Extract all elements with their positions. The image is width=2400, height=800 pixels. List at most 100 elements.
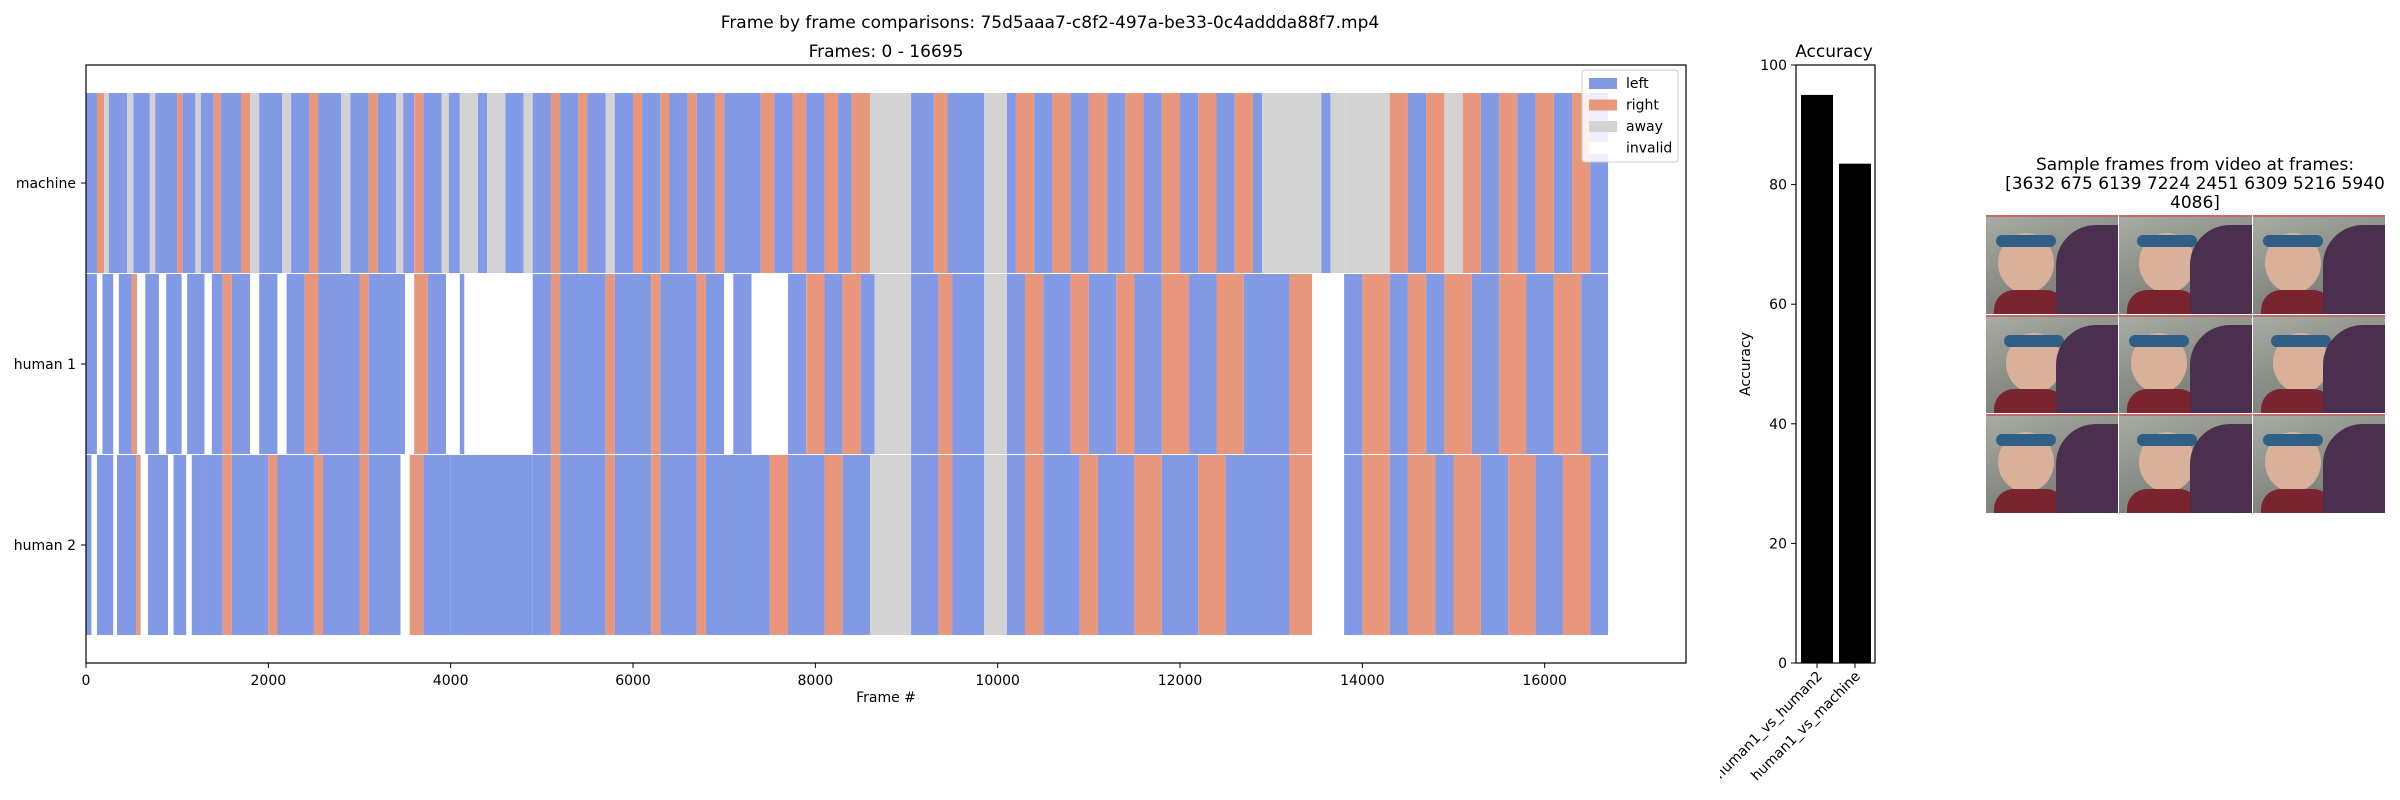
segment-machine-left xyxy=(724,93,761,273)
segment-human-2-right xyxy=(824,455,843,635)
x-tick-label: 12000 xyxy=(1158,673,1203,689)
segment-machine-left xyxy=(200,93,214,273)
segment-human-1-right xyxy=(696,274,706,454)
sample-frame-thumbnail xyxy=(2119,314,2252,414)
segment-human-1-right xyxy=(1161,274,1190,454)
segment-human-2-right xyxy=(359,455,369,635)
segment-human-2-right xyxy=(605,455,615,635)
timeline-title: Frames: 0 - 16695 xyxy=(808,42,964,62)
sample-frames-title-line1: Sample frames from video at frames: xyxy=(2035,155,2355,175)
segment-machine-left xyxy=(1180,93,1199,273)
segment-human-1-invalid xyxy=(158,274,167,454)
segment-machine-left xyxy=(318,93,342,273)
segment-human-1-left xyxy=(286,274,305,454)
segment-machine-away xyxy=(1262,93,1322,273)
segment-human-2-right xyxy=(1079,455,1098,635)
segment-machine-right xyxy=(1088,93,1108,273)
segment-human-1-invalid xyxy=(405,274,415,454)
segment-human-1-left xyxy=(1426,274,1445,454)
timeline-chart: machine human 1 human 2 0 2000 4000 6000 8000 10… xyxy=(14,64,1687,706)
segment-human-1-invalid xyxy=(250,274,260,454)
segment-machine-away xyxy=(441,93,449,273)
segment-human-1-left xyxy=(102,274,114,454)
segment-human-1-left xyxy=(259,274,278,454)
segment-human-2-left xyxy=(532,455,551,635)
segment-machine-left xyxy=(133,93,150,273)
sample-frame-thumbnail xyxy=(2252,314,2385,414)
segment-human-1-invalid xyxy=(446,274,460,454)
segment-human-2-left xyxy=(231,455,269,635)
x-tick-label: 14000 xyxy=(1340,673,1385,689)
segment-human-1-left xyxy=(860,274,875,454)
segment-machine-right xyxy=(1052,93,1071,273)
segment-human-2-left xyxy=(787,455,825,635)
segment-human-2-right xyxy=(222,455,232,635)
segment-human-2-right xyxy=(1134,455,1162,635)
segment-human-2-left xyxy=(173,455,187,635)
segment-human-2-left xyxy=(323,455,360,635)
segment-human-1-right xyxy=(359,274,369,454)
segment-machine-away xyxy=(870,93,912,273)
segment-machine-left xyxy=(560,93,579,273)
segment-machine-left xyxy=(532,93,551,273)
segment-human-2-right xyxy=(550,455,561,635)
segment-human-2-left xyxy=(1435,455,1454,635)
segment-human-2-left xyxy=(423,455,451,635)
segment-human-2-left xyxy=(147,455,169,635)
segment-human-1-right xyxy=(1116,274,1135,454)
segment-machine-right xyxy=(240,93,251,273)
x-tick-label: 6000 xyxy=(615,673,651,689)
segment-human-2-left xyxy=(1480,455,1509,635)
segment-human-2-left xyxy=(1097,455,1135,635)
segment-human-1-left xyxy=(733,274,752,454)
segment-machine-right xyxy=(1198,93,1217,273)
segment-human-1-right xyxy=(1216,274,1244,454)
legend-swatch-right xyxy=(1589,99,1617,111)
segment-human-1-right xyxy=(1407,274,1427,454)
segment-machine-left xyxy=(291,93,310,273)
segment-human-1-invalid xyxy=(204,274,212,454)
segment-machine-away xyxy=(984,93,1007,273)
segment-machine-left xyxy=(1216,93,1235,273)
segment-human-2-right xyxy=(268,455,278,635)
segment-machine-away xyxy=(127,93,134,273)
segment-human-2-invalid xyxy=(168,455,174,635)
accuracy-frame xyxy=(1795,64,1876,664)
segment-human-1-right xyxy=(1025,274,1044,454)
segment-human-2-right xyxy=(313,455,324,635)
segment-human-1-left xyxy=(459,274,465,454)
segment-human-1-left xyxy=(824,274,843,454)
segment-human-1-left xyxy=(318,274,360,454)
segment-machine-right xyxy=(633,93,643,273)
legend-swatch-invalid xyxy=(1589,142,1617,154)
segment-machine-left xyxy=(423,93,442,273)
accuracy-y-tick-label: 0 xyxy=(1778,656,1787,672)
segment-human-2-left xyxy=(96,455,114,635)
segment-human-1-left xyxy=(1043,274,1071,454)
segment-human-1-right xyxy=(304,274,319,454)
segment-human-1-right xyxy=(1444,274,1472,454)
segment-human-1-right xyxy=(605,274,615,454)
segment-human-2-right xyxy=(136,455,141,635)
legend-label-away: away xyxy=(1626,119,1663,135)
segment-human-1-invalid xyxy=(277,274,287,454)
segment-human-2-invalid xyxy=(140,455,148,635)
segment-machine-away xyxy=(250,93,260,273)
segment-machine-away xyxy=(104,93,109,273)
segment-machine-left xyxy=(505,93,524,273)
segment-human-1-right xyxy=(222,274,232,454)
segment-machine-away xyxy=(1444,93,1463,273)
segment-human-2-left xyxy=(204,455,223,635)
segment-human-2-left xyxy=(911,455,939,635)
segment-human-1-invalid xyxy=(181,274,188,454)
segment-machine-left xyxy=(587,93,606,273)
segment-machine-left xyxy=(1143,93,1162,273)
segment-human-2-right xyxy=(1362,455,1390,635)
segment-machine-right xyxy=(933,93,948,273)
segment-human-1-left xyxy=(1243,274,1290,454)
segment-machine-left xyxy=(182,93,196,273)
segment-human-1-left xyxy=(560,274,606,454)
segment-machine-right xyxy=(1535,93,1554,273)
segment-machine-right xyxy=(792,93,807,273)
row-label: machine xyxy=(16,176,76,192)
